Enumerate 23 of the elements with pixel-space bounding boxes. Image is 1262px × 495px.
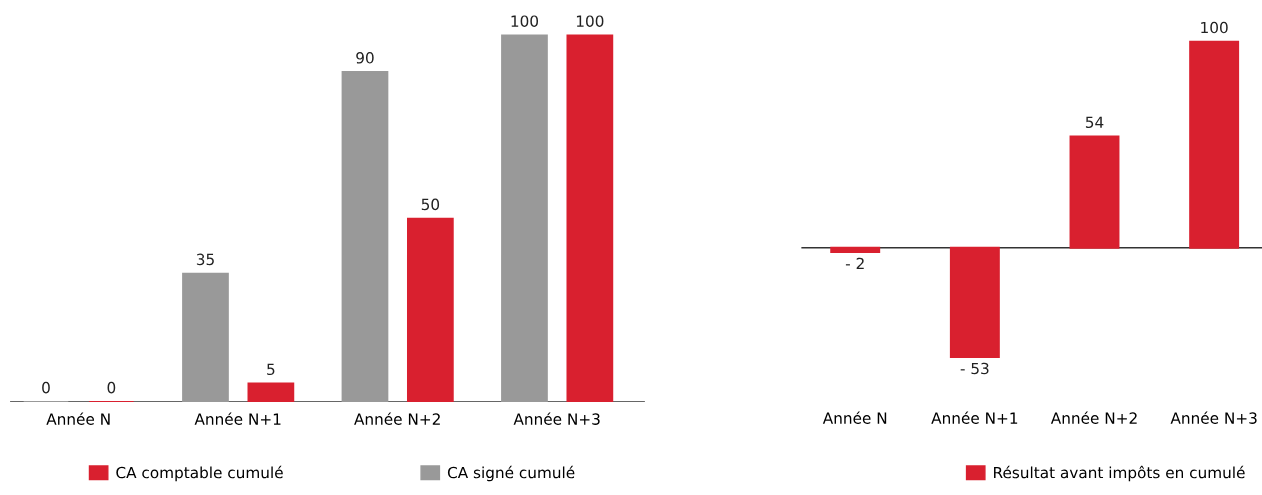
data-label: 100 — [1201, 21, 1228, 34]
legend-label: Résultat avant impôts en cumulé — [994, 465, 1245, 482]
data-label: 35 — [196, 253, 214, 266]
x-tick-label: Année N+1 — [931, 411, 1018, 424]
x-tick-label: Année N+2 — [1050, 411, 1137, 424]
x-tick-label: Année N+2 — [354, 412, 440, 425]
data-label: 50 — [421, 198, 440, 211]
data-label: 90 — [356, 52, 374, 64]
x-tick-label: Année N — [822, 411, 887, 424]
legend-label: CA signé cumulé — [447, 465, 575, 482]
data-label: 100 — [511, 15, 539, 27]
x-tick-label: Année N+1 — [194, 412, 281, 425]
x-tick-label: Année N+3 — [1170, 411, 1257, 424]
data-label: 0 — [42, 381, 50, 394]
data-label: 100 — [576, 15, 604, 27]
data-label: 5 — [267, 363, 275, 376]
data-label: - 2 — [845, 257, 864, 270]
data-label: - 53 — [960, 362, 989, 375]
data-label: 54 — [1085, 116, 1104, 129]
data-label: 0 — [107, 381, 116, 394]
x-tick-label: Année N — [46, 412, 110, 425]
legend-label: CA comptable cumulé — [116, 465, 283, 482]
x-tick-label: Année N+3 — [513, 412, 600, 425]
